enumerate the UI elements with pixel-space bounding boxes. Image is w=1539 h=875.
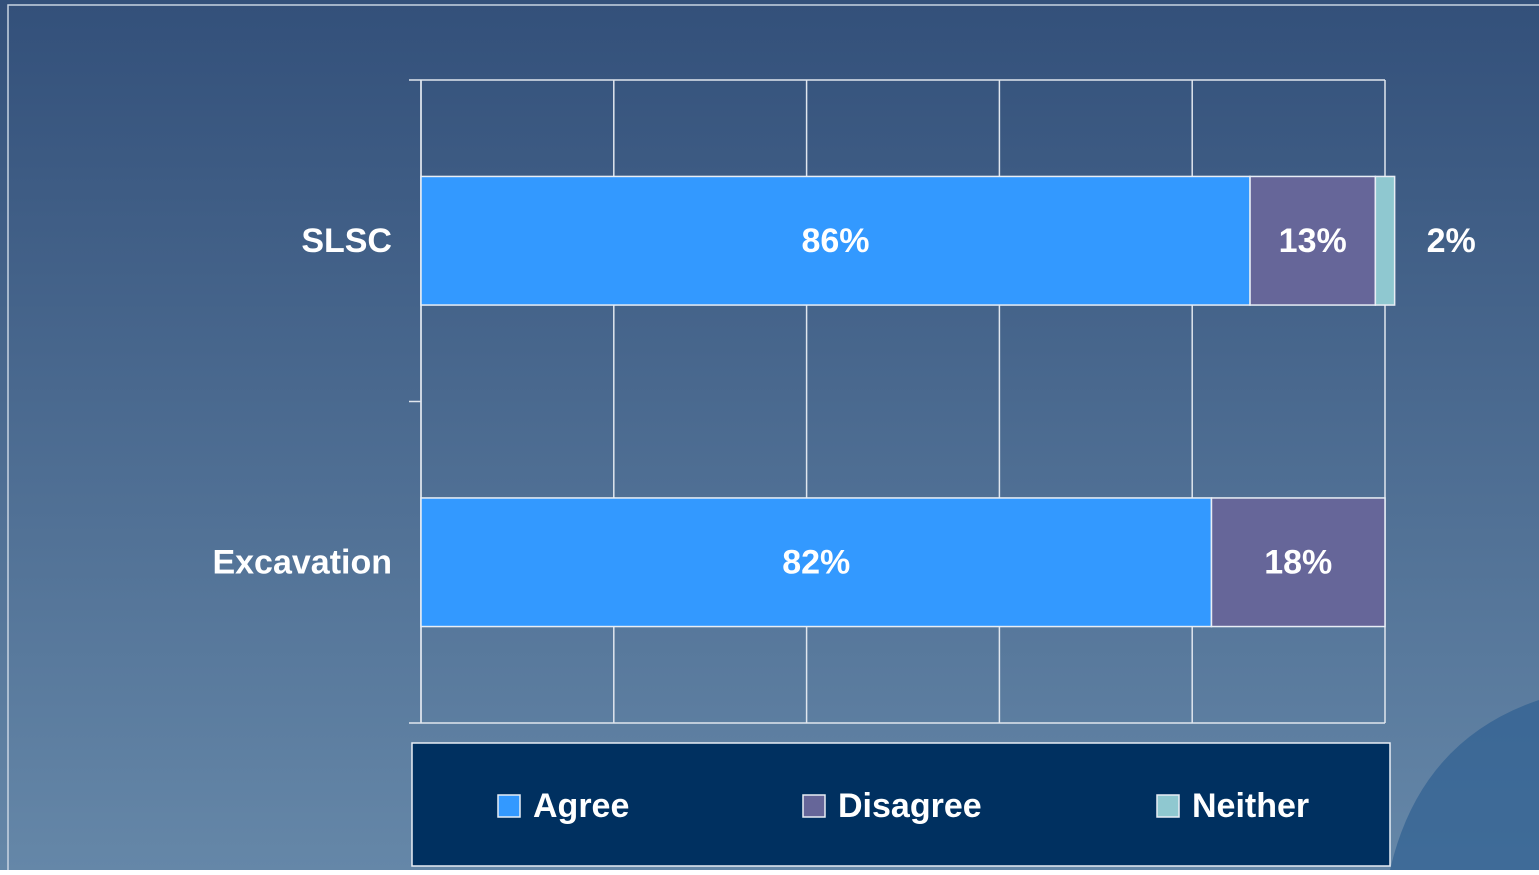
decoration <box>1390 700 1539 870</box>
bar-segment <box>1210 497 1386 628</box>
data-label: 2% <box>1427 222 1476 260</box>
category-label: SLSC <box>301 222 392 260</box>
data-label: 86% <box>801 222 869 260</box>
category-label: Excavation <box>212 543 392 581</box>
bar-segment <box>1374 175 1396 306</box>
bar-segment <box>1249 175 1377 306</box>
legend-label: Disagree <box>838 787 982 825</box>
frame <box>7 4 1539 870</box>
data-label: 82% <box>782 543 850 581</box>
legend-swatch <box>497 794 521 818</box>
data-label: 13% <box>1279 222 1347 260</box>
bar-segment <box>420 497 1213 628</box>
legend-label: Neither <box>1192 787 1309 825</box>
bar-segment <box>420 175 1251 306</box>
legend-swatch <box>802 794 826 818</box>
legend-box <box>411 742 1391 867</box>
legend-swatch <box>1156 794 1180 818</box>
legend-label: Agree <box>533 787 629 825</box>
data-label: 18% <box>1264 543 1332 581</box>
